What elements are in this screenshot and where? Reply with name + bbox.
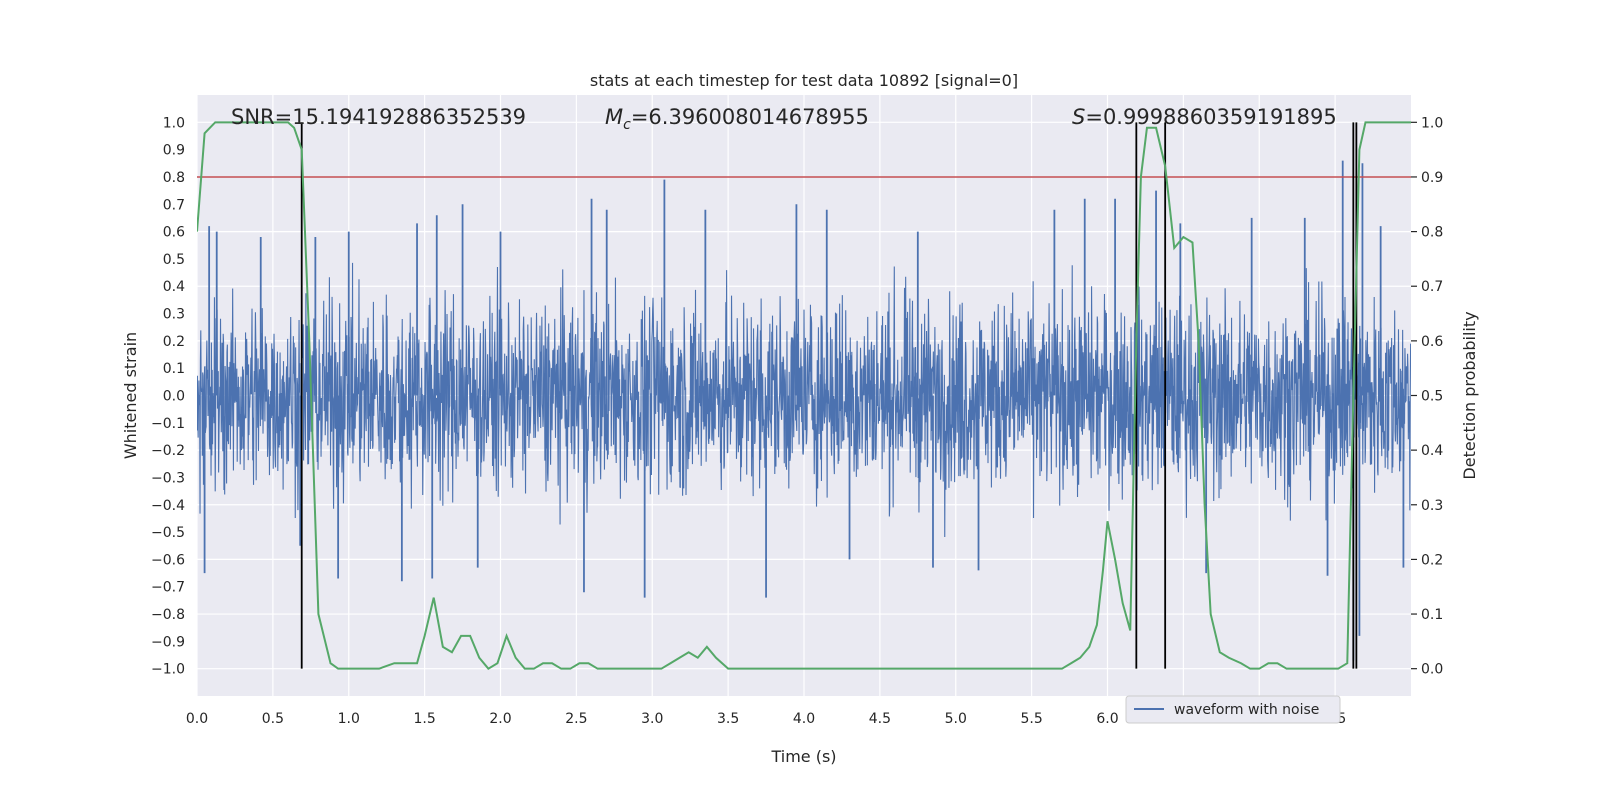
x-tick-label: 4.0 bbox=[793, 711, 815, 727]
y-tick-label: −0.9 bbox=[151, 634, 185, 650]
y-tick-label: 0.5 bbox=[163, 252, 185, 268]
y-tick-label: 0.0 bbox=[163, 389, 185, 405]
x-tick-label: 0.0 bbox=[186, 711, 208, 727]
s-value: =0.9998860359191895 bbox=[1085, 105, 1336, 129]
y-tick-label: 0.3 bbox=[163, 307, 185, 323]
y2-tick-label: 0.0 bbox=[1421, 662, 1443, 678]
x-tick-label: 1.0 bbox=[338, 711, 360, 727]
mc-subscript: c bbox=[623, 117, 631, 133]
y-tick-label: −0.4 bbox=[151, 498, 185, 514]
y-tick-label: 0.7 bbox=[163, 197, 185, 213]
x-tick-label: 5.0 bbox=[945, 711, 967, 727]
y-tick-label: −0.1 bbox=[151, 416, 185, 432]
y-tick-label: 0.1 bbox=[163, 361, 185, 377]
y2-tick-label: 0.3 bbox=[1421, 498, 1443, 514]
y-tick-label: 0.6 bbox=[163, 225, 185, 241]
x-tick-label: 1.5 bbox=[413, 711, 435, 727]
y-tick-label: −0.6 bbox=[151, 552, 185, 568]
mc-value: =6.396008014678955 bbox=[631, 105, 869, 129]
chirp-mass-annotation: Mc=6.396008014678955 bbox=[605, 105, 869, 133]
legend-entry: waveform with noise bbox=[1174, 702, 1319, 718]
x-tick-label: 5.5 bbox=[1020, 711, 1042, 727]
y2-tick-label: 0.8 bbox=[1421, 225, 1443, 241]
x-tick-label: 2.0 bbox=[489, 711, 511, 727]
y2-axis-ticks: 1.0 0.9 0.8 0.7 0.6 0.5 0.4 0.3 0.2 0.1 0.0 bbox=[1411, 115, 1443, 678]
y2-tick-label: 0.9 bbox=[1421, 170, 1443, 186]
x-axis-label: Time (s) bbox=[770, 747, 836, 766]
y2-tick-label: 0.7 bbox=[1421, 279, 1443, 295]
y-tick-label: −0.3 bbox=[151, 470, 185, 486]
s-annotation: S=0.9998860359191895 bbox=[1072, 105, 1337, 129]
y-tick-label: −1.0 bbox=[151, 662, 185, 678]
y-axis-ticks: 1.0 0.9 0.8 0.7 0.6 0.5 0.4 0.3 0.2 0.1 0.0 −0.1 −0.… bbox=[151, 115, 185, 677]
y2-tick-label: 0.6 bbox=[1421, 334, 1443, 350]
y2-tick-label: 0.4 bbox=[1421, 443, 1443, 459]
x-tick-label: 2.5 bbox=[565, 711, 587, 727]
y2-axis-label: Detection probability bbox=[1460, 311, 1479, 479]
y2-tick-label: 1.0 bbox=[1421, 115, 1443, 131]
x-tick-label: 4.5 bbox=[869, 711, 891, 727]
y-tick-label: −0.7 bbox=[151, 580, 185, 596]
waveform-series bbox=[197, 160, 1411, 661]
y2-tick-label: 0.2 bbox=[1421, 552, 1443, 568]
y-tick-label: 1.0 bbox=[163, 115, 185, 131]
y-tick-label: 0.2 bbox=[163, 334, 185, 350]
waveform-line bbox=[197, 262, 1411, 538]
legend-box bbox=[1125, 695, 1341, 724]
mc-symbol: M bbox=[605, 105, 623, 129]
y2-tick-label: 0.1 bbox=[1421, 607, 1443, 623]
x-tick-label: 3.0 bbox=[641, 711, 663, 727]
x-tick-label: 0.5 bbox=[262, 711, 284, 727]
y-tick-label: 0.8 bbox=[163, 170, 185, 186]
legend: waveform with noise bbox=[1125, 695, 1341, 724]
y-tick-label: 0.9 bbox=[163, 143, 185, 159]
chart-title: stats at each timestep for test data 108… bbox=[590, 71, 1018, 90]
y-tick-label: −0.8 bbox=[151, 607, 185, 623]
y-tick-label: 0.4 bbox=[163, 279, 185, 295]
vertical-markers bbox=[300, 122, 1358, 669]
y2-tick-label: 0.5 bbox=[1421, 389, 1443, 405]
y-tick-label: −0.5 bbox=[151, 525, 185, 541]
x-tick-label: 6.0 bbox=[1096, 711, 1118, 727]
x-tick-label: 3.5 bbox=[717, 711, 739, 727]
y-axis-label: Whitened strain bbox=[121, 332, 140, 459]
probability-layer bbox=[197, 121, 1411, 670]
s-symbol: S bbox=[1072, 105, 1085, 129]
y-tick-label: −0.2 bbox=[151, 443, 185, 459]
snr-annotation: SNR=15.194192886352539 bbox=[231, 105, 526, 129]
probability-line bbox=[197, 121, 1411, 670]
